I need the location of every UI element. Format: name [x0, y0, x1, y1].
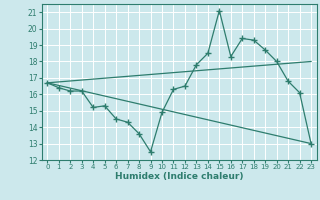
- X-axis label: Humidex (Indice chaleur): Humidex (Indice chaleur): [115, 172, 244, 181]
